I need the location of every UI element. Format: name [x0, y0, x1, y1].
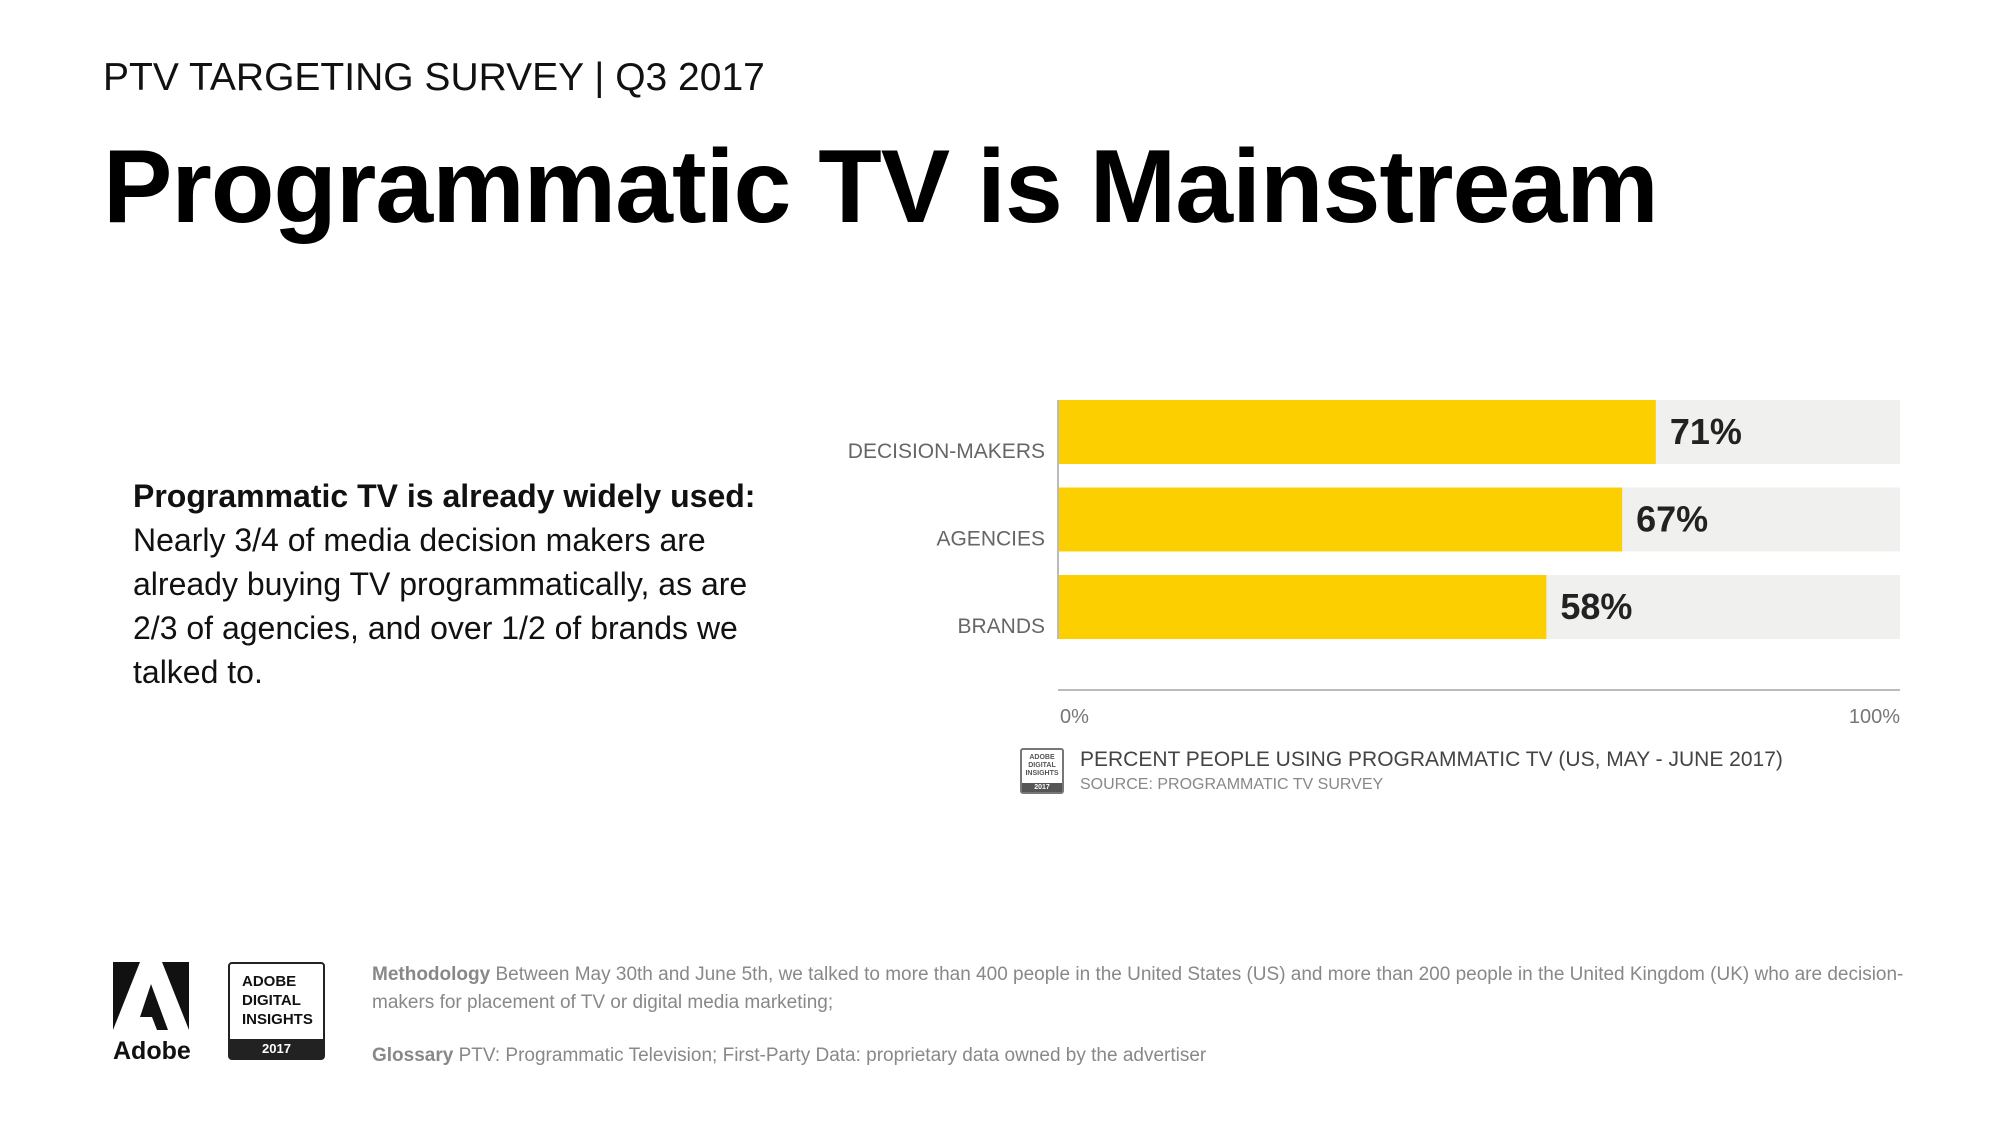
badge-line1: ADOBE	[242, 973, 297, 990]
category-label: AGENCIES	[936, 528, 1045, 551]
methodology-text: Between May 30th and June 5th, we talked…	[372, 964, 1904, 1013]
adobe-wordmark: Adobe	[113, 1037, 191, 1065]
badge-year: 2017	[230, 1039, 323, 1058]
icon-year: 2017	[1022, 783, 1062, 792]
page-title: Programmatic TV is Mainstream	[103, 129, 1659, 245]
category-label: DECISION-MAKERS	[848, 440, 1045, 463]
summary-body: Nearly 3/4 of media decision makers are …	[133, 522, 748, 690]
summary-text: Programmatic TV is already widely used: …	[133, 474, 793, 694]
bar	[1059, 400, 1656, 464]
icon-line1: ADOBE	[1029, 754, 1055, 761]
chart-caption-source: SOURCE: PROGRAMMATIC TV SURVEY	[1080, 776, 1384, 793]
x-tick-label: 0%	[1060, 706, 1089, 728]
value-label: 67%	[1636, 499, 1708, 540]
category-label: BRANDS	[957, 615, 1045, 638]
chart-caption-title: PERCENT PEOPLE USING PROGRAMMATIC TV (US…	[1080, 748, 1783, 771]
bar	[1059, 575, 1547, 639]
glossary-note: Glossary PTV: Programmatic Television; F…	[372, 1042, 1912, 1070]
methodology-note: Methodology Between May 30th and June 5t…	[372, 961, 1912, 1017]
glossary-label: Glossary	[372, 1045, 454, 1066]
glossary-text: PTV: Programmatic Television; First-Part…	[458, 1045, 1207, 1066]
summary-lead: Programmatic TV is already widely used:	[133, 478, 756, 514]
insights-icon: ADOBE DIGITAL INSIGHTS 2017	[1020, 748, 1064, 794]
badge-line3: INSIGHTS	[242, 1011, 313, 1028]
badge-line2: DIGITAL	[242, 992, 301, 1009]
value-label: 58%	[1560, 586, 1632, 627]
survey-label: PTV TARGETING SURVEY | Q3 2017	[103, 56, 765, 99]
bar	[1059, 487, 1623, 552]
icon-line3: INSIGHTS	[1025, 770, 1059, 777]
methodology-label: Methodology	[372, 964, 491, 985]
value-label: 71%	[1670, 411, 1742, 452]
adobe-digital-insights-badge: ADOBE DIGITAL INSIGHTS 2017	[228, 962, 325, 1060]
icon-line2: DIGITAL	[1028, 762, 1056, 769]
adobe-logo-icon	[113, 962, 189, 1030]
x-tick-label: 100%	[1849, 706, 1900, 728]
